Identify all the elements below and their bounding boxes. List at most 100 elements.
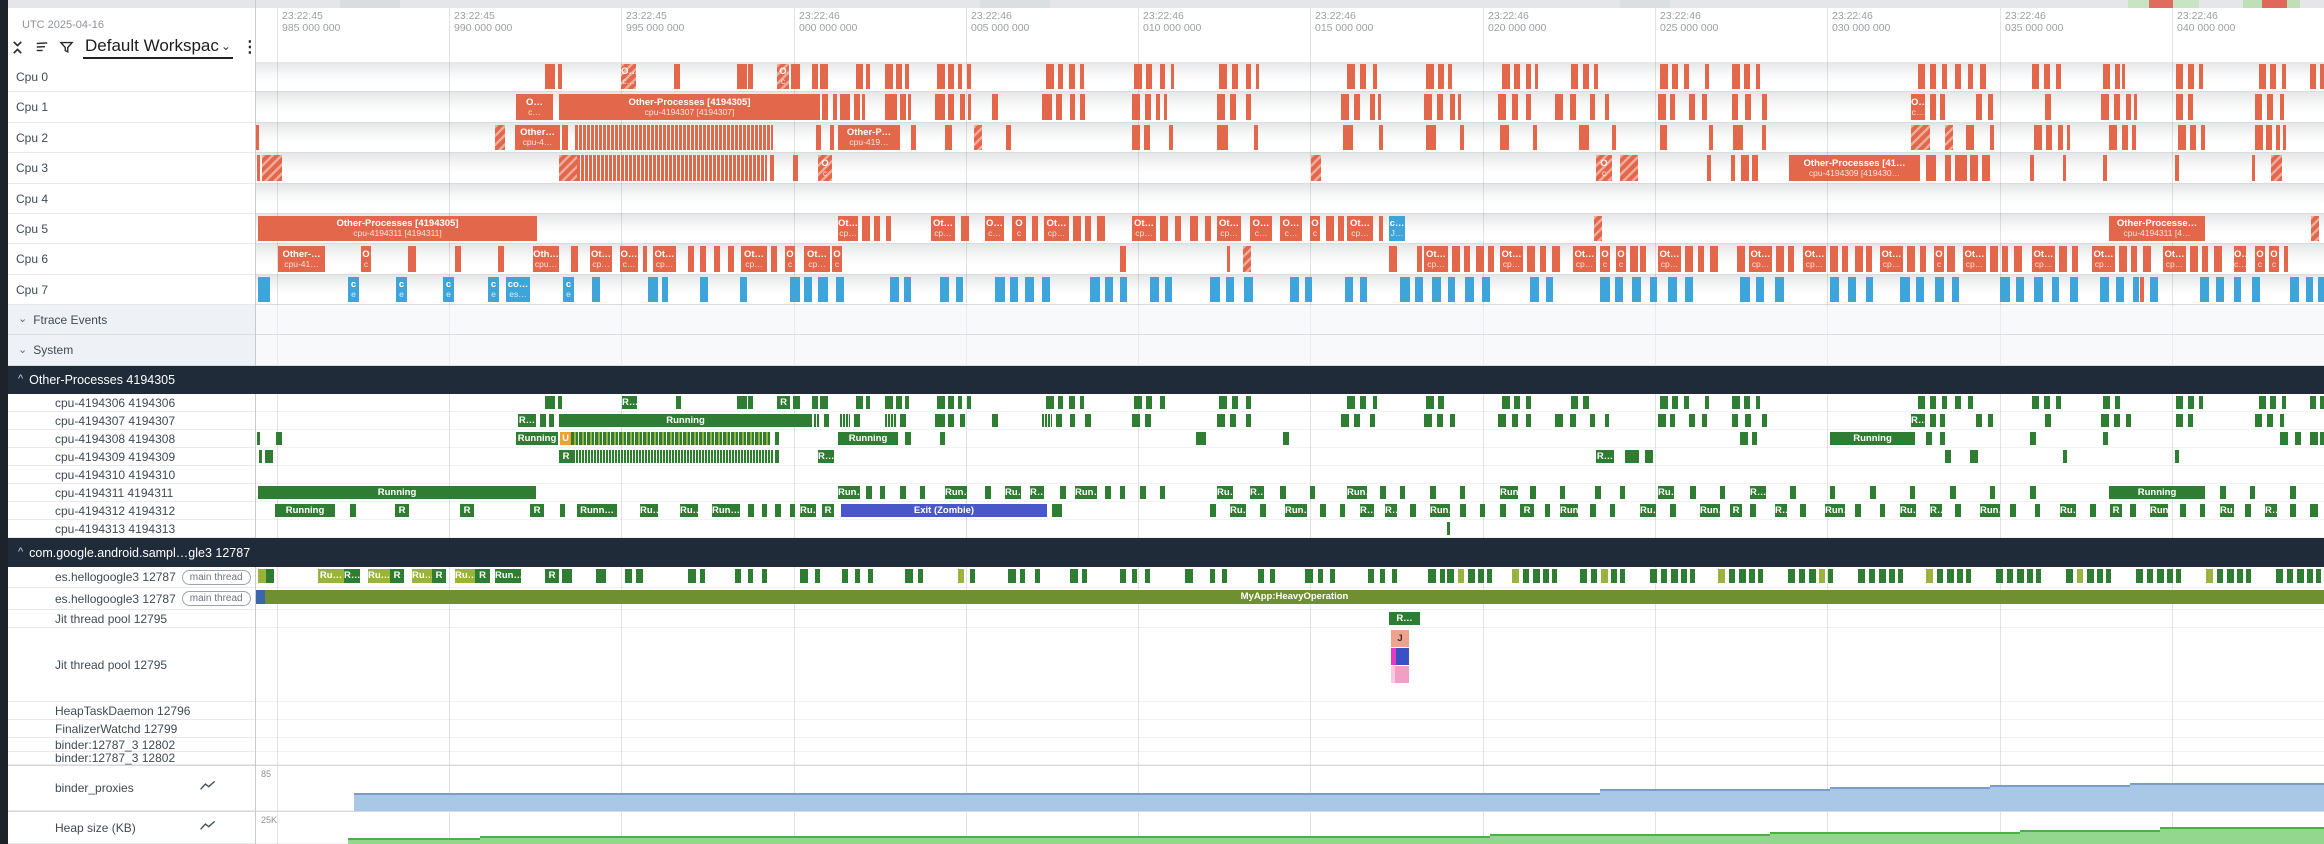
slice[interactable] — [1380, 569, 1385, 583]
slice[interactable] — [1750, 504, 1756, 517]
slice[interactable] — [862, 94, 865, 120]
slice[interactable] — [2280, 432, 2288, 445]
slice[interactable] — [1911, 125, 1930, 150]
slice[interactable] — [2032, 396, 2039, 409]
slice[interactable] — [1145, 414, 1151, 427]
slice[interactable]: R — [777, 396, 790, 409]
slice[interactable]: Other-… cpu-41… — [278, 246, 325, 272]
slice[interactable] — [1326, 216, 1334, 241]
slice[interactable] — [558, 396, 562, 409]
slice[interactable] — [1280, 486, 1286, 499]
slice[interactable] — [549, 414, 554, 427]
slice[interactable] — [2306, 277, 2313, 302]
slice[interactable] — [276, 432, 282, 445]
slice[interactable]: Ru… — [455, 569, 475, 583]
track-canvas-ftrace-events[interactable] — [256, 305, 2324, 335]
slice[interactable] — [840, 414, 850, 427]
slice[interactable] — [1360, 64, 1366, 89]
slice[interactable] — [1146, 64, 1152, 89]
slice[interactable] — [748, 64, 753, 89]
slice[interactable] — [1990, 125, 1994, 150]
expand-track-icon[interactable]: ⌄ — [18, 313, 28, 325]
slice[interactable] — [1942, 64, 1947, 89]
slice[interactable] — [1570, 94, 1576, 120]
slice[interactable] — [1318, 569, 1323, 583]
slice[interactable] — [545, 396, 555, 409]
slice[interactable] — [816, 125, 821, 150]
slice[interactable] — [1134, 64, 1142, 89]
slice[interactable] — [573, 450, 773, 463]
slice[interactable]: R… — [2265, 504, 2277, 517]
slice[interactable] — [1320, 504, 1326, 517]
slice[interactable] — [1482, 277, 1490, 302]
slice[interactable] — [2157, 569, 2164, 583]
slice[interactable] — [1900, 277, 1910, 302]
slice[interactable] — [1340, 504, 1345, 517]
slice[interactable] — [800, 569, 808, 583]
slice[interactable] — [958, 64, 962, 89]
slice[interactable] — [1070, 414, 1075, 427]
slice[interactable]: O…c… — [2234, 246, 2246, 272]
slice[interactable]: R — [530, 504, 544, 517]
slice[interactable] — [1571, 396, 1578, 409]
slice[interactable] — [2046, 125, 2052, 150]
slice[interactable] — [1498, 94, 1506, 120]
slice[interactable] — [1731, 155, 1735, 181]
slice[interactable] — [2010, 504, 2016, 517]
slice[interactable] — [1640, 246, 1646, 272]
slice[interactable]: Ot… cp… — [2163, 246, 2186, 272]
slice[interactable] — [1947, 569, 1954, 583]
slice[interactable] — [1898, 569, 1903, 583]
track-canvas-cpu-7[interactable]: c e c e c e c e co… es… c e — [256, 275, 2324, 305]
slice[interactable] — [1082, 569, 1087, 583]
slice[interactable] — [2133, 277, 2139, 302]
slice[interactable] — [1533, 125, 1537, 150]
slice[interactable]: Ru… — [412, 569, 432, 583]
slice[interactable] — [1940, 414, 1945, 427]
slice[interactable] — [571, 432, 771, 445]
slice[interactable] — [791, 64, 800, 89]
slice[interactable] — [958, 396, 962, 409]
slice[interactable]: R… — [344, 569, 360, 583]
slice[interactable] — [2316, 569, 2321, 583]
slice[interactable]: Ru… — [2060, 504, 2076, 517]
slice[interactable] — [540, 414, 546, 427]
slice[interactable] — [2059, 246, 2067, 272]
slice[interactable] — [985, 486, 991, 499]
slice[interactable] — [1460, 504, 1466, 517]
slice[interactable]: Other-Processes [4194305] cpu-4194311 [41… — [258, 216, 537, 241]
track-shell-binder-proxies[interactable]: binder_proxies — [8, 765, 256, 811]
slice[interactable] — [2190, 125, 2196, 150]
slice[interactable] — [1555, 414, 1563, 427]
slice[interactable] — [885, 396, 893, 409]
slice[interactable] — [2034, 277, 2043, 302]
slice[interactable] — [1311, 155, 1321, 181]
slice[interactable] — [1389, 246, 1397, 272]
slice[interactable] — [1232, 64, 1238, 89]
slice[interactable] — [1720, 486, 1725, 499]
slice[interactable] — [748, 569, 753, 583]
slice[interactable]: O…c… — [621, 64, 636, 89]
slice[interactable] — [1338, 216, 1344, 241]
slice[interactable] — [2036, 569, 2041, 583]
track-canvas-system[interactable] — [256, 335, 2324, 366]
slice[interactable] — [937, 64, 945, 89]
slice[interactable]: R — [545, 569, 559, 583]
workspace-selector[interactable]: Default Workspac ⌄ — [83, 36, 233, 59]
slice[interactable]: Running — [258, 486, 536, 499]
slice[interactable] — [1144, 125, 1150, 150]
slice[interactable] — [905, 432, 911, 445]
slice[interactable] — [1955, 504, 1961, 517]
slice[interactable]: Ru… — [1217, 486, 1233, 499]
slice[interactable]: Runn… — [577, 504, 617, 517]
slice[interactable] — [890, 277, 899, 302]
slice[interactable] — [1526, 396, 1531, 409]
slice[interactable] — [1150, 277, 1159, 302]
slice[interactable] — [2216, 277, 2224, 302]
slice[interactable] — [2255, 125, 2263, 150]
